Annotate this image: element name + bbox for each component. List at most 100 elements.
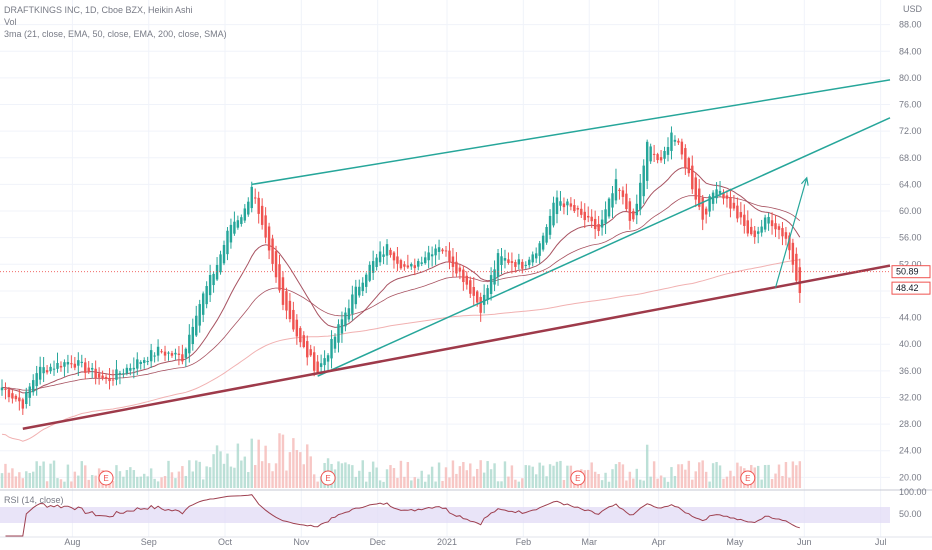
candle [80, 361, 83, 363]
candle [333, 336, 337, 349]
volume-bar [763, 464, 767, 488]
candle [427, 252, 430, 261]
volume-bar [118, 471, 122, 488]
price-badges: 50.89 48.42 [891, 265, 931, 295]
volume-bar [274, 463, 278, 488]
candle [739, 212, 743, 218]
candle [399, 260, 403, 269]
candle [63, 362, 66, 367]
volume-bar [38, 465, 42, 488]
volume-bar [423, 481, 427, 488]
candle [632, 211, 635, 220]
volume-bar [413, 477, 416, 488]
candle [309, 349, 312, 356]
currency-label: USD [903, 4, 923, 14]
candle [621, 190, 625, 197]
volume-bar [149, 468, 153, 488]
candle [753, 230, 756, 238]
low-price-badge-text: 48.42 [896, 283, 919, 293]
candle [28, 386, 31, 398]
volume-bar [559, 460, 562, 488]
candle [548, 215, 552, 235]
y-tick-label: 80.00 [899, 73, 922, 83]
volume-bar [167, 460, 170, 488]
x-tick-label: Feb [516, 537, 532, 547]
candle [701, 197, 704, 220]
x-tick-label: Apr [652, 537, 666, 547]
candle [559, 201, 562, 206]
volume-bar [306, 444, 309, 488]
candle [430, 254, 434, 257]
volume-bar [496, 481, 500, 488]
volume-bar [500, 481, 503, 488]
x-tick-label: May [726, 537, 744, 547]
volume-bar [59, 479, 63, 488]
candle [691, 165, 694, 190]
volume-bar [271, 471, 274, 488]
y-tick-label: 68.00 [899, 153, 922, 163]
candle [500, 256, 503, 266]
trendlines[interactable] [22, 79, 891, 430]
volume-bar [84, 465, 87, 488]
candle [243, 208, 247, 221]
volume-bar [351, 465, 354, 488]
y-tick-label: 52.00 [899, 259, 922, 269]
candle [486, 288, 489, 300]
candle [763, 217, 767, 230]
y-tick-label: 88.00 [899, 20, 922, 30]
candle [448, 250, 451, 263]
volume-bar [7, 472, 11, 488]
candle [573, 205, 576, 212]
candle [222, 244, 226, 264]
moving-averages [1, 167, 801, 442]
x-tick-label: 2021 [437, 537, 457, 547]
candle [791, 242, 795, 265]
volume-bar [711, 463, 715, 488]
volume-bar [240, 460, 243, 488]
volume-bar [524, 465, 527, 488]
volume-bar [514, 479, 517, 488]
volume-bar [295, 449, 299, 488]
candle [163, 351, 167, 356]
volume-bar [87, 479, 90, 488]
volume-bar [396, 477, 399, 488]
volume-bar [399, 460, 403, 488]
y-tick-label: 72.00 [899, 126, 922, 136]
earnings-letter: E [103, 474, 108, 483]
volume-bar [233, 467, 236, 488]
candle [184, 348, 188, 358]
candle [375, 257, 378, 267]
candle [240, 217, 243, 224]
candle [49, 366, 52, 372]
volume-bar [600, 480, 604, 488]
volume-bar [437, 462, 441, 488]
x-tick-label: Mar [582, 537, 598, 547]
volume-bar [649, 476, 652, 488]
candle [663, 150, 666, 159]
volume-bar [365, 481, 368, 488]
candle [614, 179, 618, 201]
candle [292, 309, 295, 330]
volume-bar [344, 462, 347, 488]
volume-bar [184, 475, 188, 488]
candle [670, 132, 673, 151]
candle [233, 221, 236, 234]
volume-bar [718, 465, 722, 488]
volume-bar [212, 454, 215, 488]
candle [666, 147, 670, 155]
candle [774, 223, 777, 230]
candle [146, 361, 149, 363]
candle [770, 220, 774, 227]
volume-bar [555, 461, 559, 488]
volume-bar [590, 462, 593, 488]
candle [25, 391, 28, 405]
candle [212, 273, 215, 286]
volume-bar [725, 476, 729, 488]
x-tick-label: Jul [875, 537, 887, 547]
candle [528, 259, 531, 266]
volume-bar [354, 476, 358, 488]
volume-bar [642, 480, 645, 488]
volume-bar [722, 478, 725, 488]
